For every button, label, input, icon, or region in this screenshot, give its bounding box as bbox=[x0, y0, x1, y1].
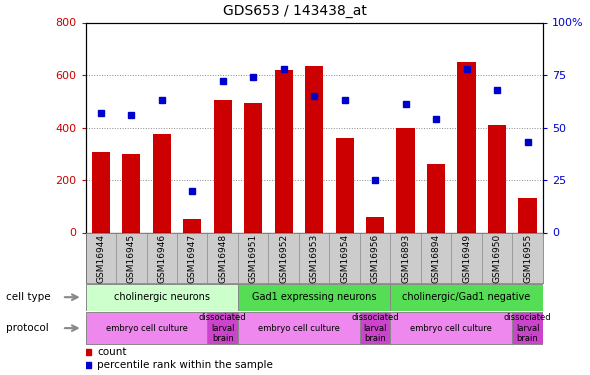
Text: embryo cell culture: embryo cell culture bbox=[411, 324, 492, 333]
Text: GDS653 / 143438_at: GDS653 / 143438_at bbox=[223, 4, 367, 18]
Text: dissociated
larval
brain: dissociated larval brain bbox=[199, 313, 247, 343]
Text: cholinergic neurons: cholinergic neurons bbox=[114, 292, 210, 302]
Bar bbox=[391, 284, 543, 310]
Text: GSM16951: GSM16951 bbox=[249, 234, 258, 283]
Bar bbox=[457, 62, 476, 232]
Text: embryo cell culture: embryo cell culture bbox=[106, 324, 188, 333]
Bar bbox=[238, 284, 391, 310]
Text: GSM16949: GSM16949 bbox=[462, 234, 471, 283]
Bar bbox=[238, 312, 360, 344]
Bar bbox=[91, 152, 110, 232]
Bar bbox=[86, 312, 208, 344]
Bar bbox=[122, 154, 140, 232]
Bar bbox=[305, 66, 323, 232]
Text: GSM16955: GSM16955 bbox=[523, 234, 532, 283]
Bar bbox=[214, 100, 232, 232]
Text: GSM16954: GSM16954 bbox=[340, 234, 349, 283]
Text: GSM16893: GSM16893 bbox=[401, 234, 410, 283]
Bar bbox=[336, 138, 354, 232]
Text: GSM16950: GSM16950 bbox=[493, 234, 502, 283]
Bar bbox=[244, 103, 263, 232]
Bar bbox=[208, 312, 238, 344]
Text: dissociated
larval
brain: dissociated larval brain bbox=[351, 313, 399, 343]
Text: Gad1 expressing neurons: Gad1 expressing neurons bbox=[252, 292, 376, 302]
Bar bbox=[274, 70, 293, 232]
Bar bbox=[183, 219, 201, 232]
Text: protocol: protocol bbox=[6, 323, 48, 333]
Text: GSM16946: GSM16946 bbox=[158, 234, 166, 283]
Bar bbox=[512, 312, 543, 344]
Text: GSM16956: GSM16956 bbox=[371, 234, 379, 283]
Bar bbox=[86, 284, 238, 310]
Text: GSM16952: GSM16952 bbox=[279, 234, 288, 283]
Text: GSM16894: GSM16894 bbox=[432, 234, 441, 283]
Text: cell type: cell type bbox=[6, 292, 51, 302]
Text: cholinergic/Gad1 negative: cholinergic/Gad1 negative bbox=[402, 292, 531, 302]
Text: percentile rank within the sample: percentile rank within the sample bbox=[97, 360, 273, 370]
Text: GSM16953: GSM16953 bbox=[310, 234, 319, 283]
Text: embryo cell culture: embryo cell culture bbox=[258, 324, 340, 333]
Bar bbox=[488, 125, 506, 232]
Bar bbox=[360, 312, 391, 344]
Text: GSM16948: GSM16948 bbox=[218, 234, 227, 283]
Text: dissociated
larval
brain: dissociated larval brain bbox=[504, 313, 552, 343]
Bar bbox=[391, 312, 512, 344]
Text: GSM16944: GSM16944 bbox=[96, 234, 105, 283]
Bar bbox=[519, 198, 537, 232]
Text: GSM16945: GSM16945 bbox=[127, 234, 136, 283]
Bar bbox=[396, 128, 415, 232]
Text: GSM16947: GSM16947 bbox=[188, 234, 196, 283]
Bar bbox=[366, 217, 384, 232]
Text: count: count bbox=[97, 346, 126, 357]
Bar bbox=[153, 134, 171, 232]
Bar bbox=[427, 164, 445, 232]
